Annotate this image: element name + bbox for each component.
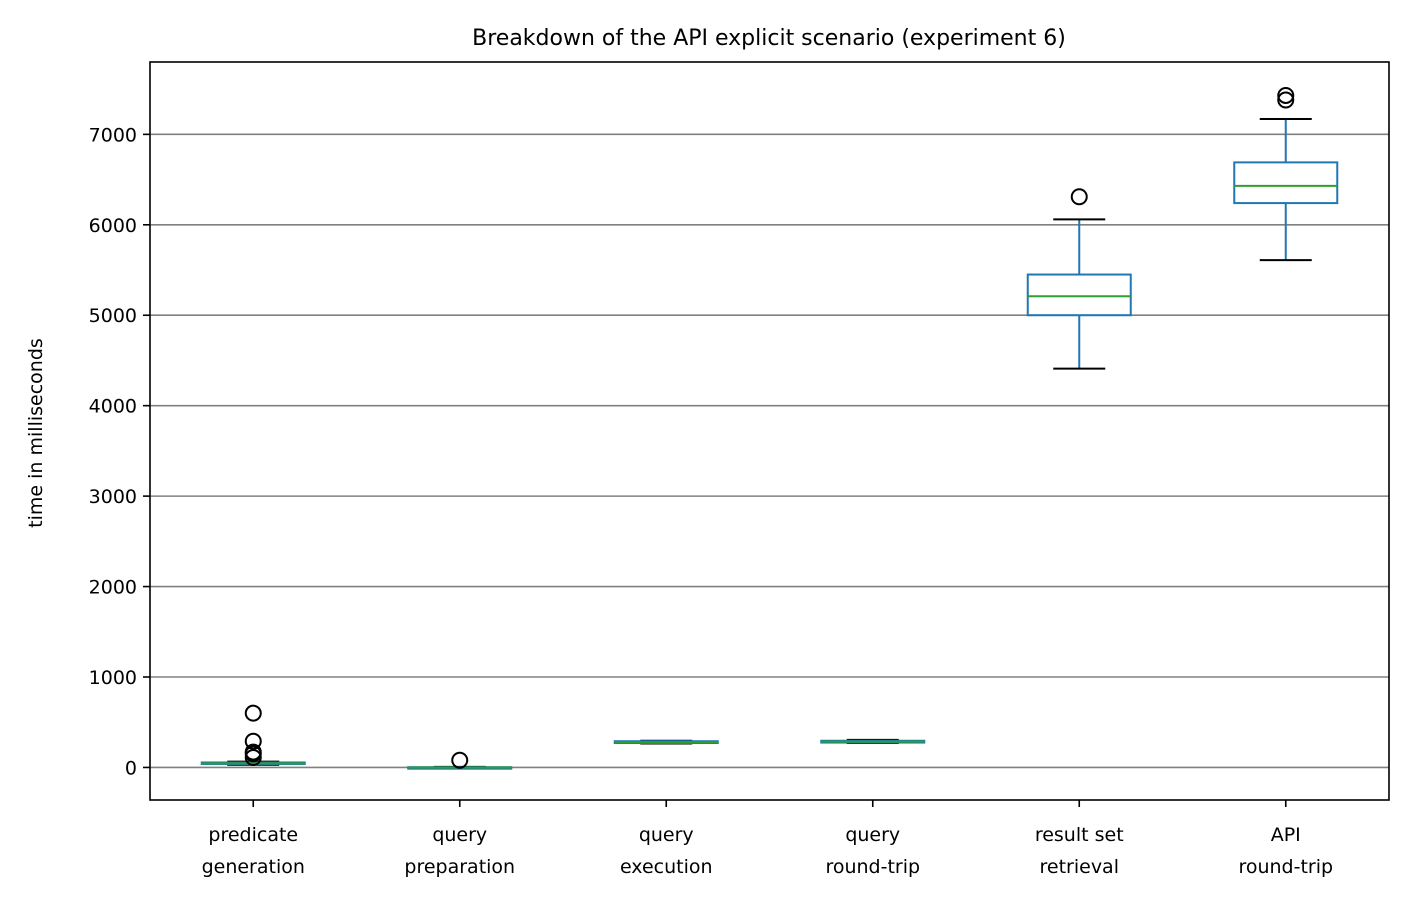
outlier-point	[1070, 188, 1088, 206]
outlier-point	[244, 748, 262, 766]
outlier-point	[1277, 86, 1295, 104]
y-axis-ticks: 0 1000 2000 3000 4000 5000 6000 7000	[89, 124, 150, 779]
x-tick-label: result set retrieval	[1035, 824, 1124, 878]
y-tick-label: 1000	[89, 667, 137, 689]
x-tick-label-line: round-trip	[825, 856, 920, 878]
box-group	[820, 738, 926, 745]
x-tick-label-line: query	[639, 824, 694, 846]
x-tick-label: query execution	[620, 824, 713, 878]
x-tick-label-line: generation	[202, 856, 305, 878]
plot-frame	[149, 61, 1390, 801]
y-tick-label: 3000	[89, 486, 137, 508]
y-axis-label: time in milliseconds	[25, 338, 47, 528]
box-group	[1026, 188, 1132, 370]
outlier-point	[244, 732, 262, 750]
x-tick-label: predicate generation	[202, 824, 305, 878]
x-tick-label-line: result set	[1035, 824, 1124, 846]
x-tick-label: API round-trip	[1238, 824, 1333, 878]
y-tick-label: 5000	[89, 305, 137, 327]
outlier-point	[1277, 91, 1295, 109]
x-tick-label-line: preparation	[404, 856, 515, 878]
box-group	[613, 739, 719, 745]
x-tick-label-line: predicate	[208, 824, 298, 846]
y-tick-label: 0	[125, 757, 137, 779]
y-tick-label: 2000	[89, 577, 137, 599]
y-tick-label: 6000	[89, 215, 137, 237]
grid-lines	[150, 133, 1389, 769]
x-tick-label: query preparation	[404, 824, 515, 878]
x-tick-label-line: execution	[620, 856, 713, 878]
outlier-point	[451, 751, 469, 769]
chart-title: Breakdown of the API explicit scenario (…	[472, 26, 1066, 51]
y-tick-label: 7000	[89, 124, 137, 146]
box-iqr	[1233, 161, 1339, 205]
box-group	[1233, 86, 1339, 262]
y-tick-label: 4000	[89, 396, 137, 418]
x-tick-label-line: query	[845, 824, 900, 846]
x-tick-label-line: API	[1271, 824, 1301, 846]
x-tick-label: query round-trip	[825, 824, 920, 878]
box-group	[200, 704, 306, 766]
boxes	[200, 86, 1339, 770]
box-iqr	[1026, 273, 1132, 317]
outlier-point	[244, 704, 262, 722]
x-tick-label-line: retrieval	[1040, 856, 1119, 878]
x-tick-label-line: query	[432, 824, 487, 846]
box-group	[407, 751, 513, 770]
x-tick-label-line: round-trip	[1238, 856, 1333, 878]
